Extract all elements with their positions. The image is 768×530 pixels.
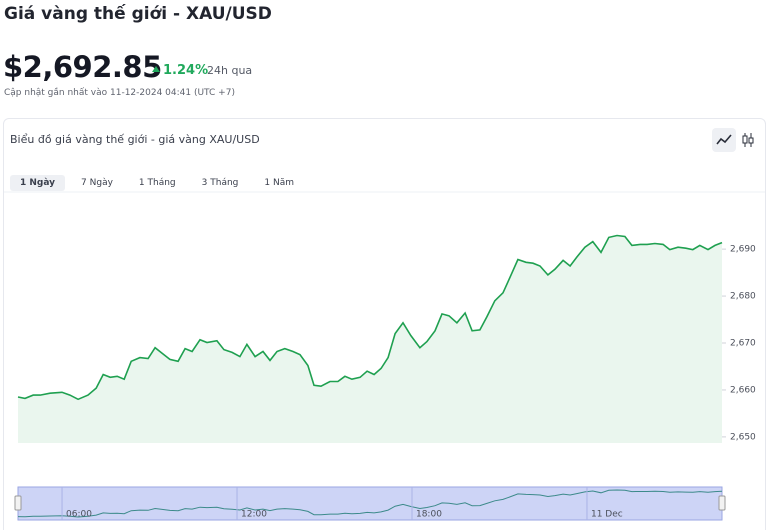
navigator-line [17,489,723,518]
range-tab[interactable]: 1 Tháng [138,178,176,188]
candle-chart-button[interactable] [736,128,760,152]
area [18,235,722,443]
price-change: 1.24% [152,63,208,78]
x-tick-label: 11 Dec [591,510,623,520]
price: $2,692.85 [3,50,162,84]
line-chart-button[interactable] [712,128,736,152]
y-tick-label: 2,670 [730,339,756,349]
up-arrow [152,66,160,72]
y-tick-label: 2,680 [730,292,756,302]
line-icon [716,134,732,145]
range-tab[interactable]: 3 Tháng [201,178,239,188]
card-title: Biểu đồ giá vàng thế giới - giá vàng XAU… [10,133,260,146]
navigator-window[interactable] [17,486,723,521]
x-tick-label: 12:00 [241,510,267,520]
range-tab[interactable]: 7 Ngày [81,178,113,188]
price-line [17,234,723,401]
range-tab[interactable]: 1 Ngày [10,175,66,191]
y-tick-label: 2,660 [730,385,756,395]
candle-icon [742,133,754,147]
x-tick-label: 18:00 [416,510,442,520]
navigator-handle[interactable] [14,495,22,511]
range-tab[interactable]: 1 Năm [264,178,294,188]
y-tick-label: 2,650 [730,432,756,442]
change-value: 1.24% [163,63,209,78]
navigator-handle[interactable] [718,495,726,511]
chart-card [3,118,766,530]
updated-time: Cập nhật gần nhất vào 11-12-2024 04:41 (… [4,88,235,98]
x-tick-label: 06:00 [66,510,92,520]
range-tabs: 1 Ngày 7 Ngày 1 Tháng 3 Tháng 1 Năm [10,175,304,191]
y-tick-label: 2,690 [730,245,756,255]
period: 24h qua [207,64,253,77]
page-title: Giá vàng thế giới - XAU/USD [4,4,272,24]
